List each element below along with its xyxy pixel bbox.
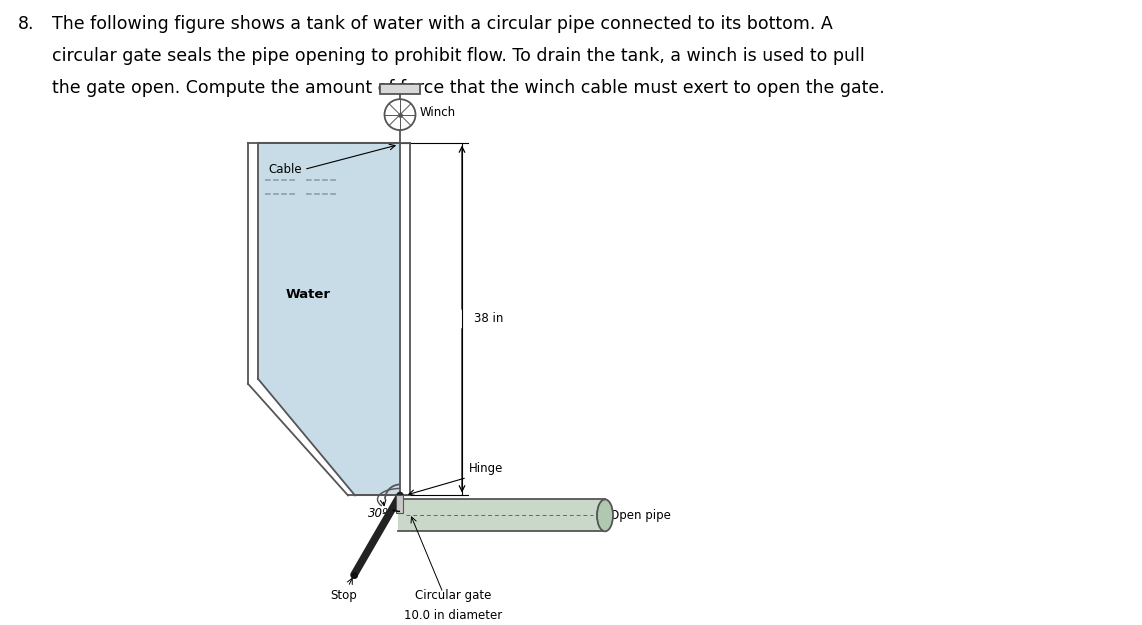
Ellipse shape	[597, 499, 613, 531]
Ellipse shape	[597, 501, 611, 530]
Bar	[399, 499, 605, 531]
Text: Stop: Stop	[331, 589, 357, 602]
Text: The following figure shows a tank of water with a circular pipe connected to its: The following figure shows a tank of wat…	[53, 15, 833, 33]
Bar	[380, 84, 420, 94]
Text: Cable: Cable	[268, 163, 301, 176]
Text: 38 in: 38 in	[474, 312, 504, 326]
Polygon shape	[258, 142, 400, 496]
Text: 10.0 in diameter: 10.0 in diameter	[404, 609, 502, 622]
Bar	[396, 496, 403, 513]
Text: Winch: Winch	[420, 106, 456, 119]
Text: Hinge: Hinge	[469, 462, 504, 476]
Text: 8.: 8.	[18, 15, 34, 33]
Text: the gate open. Compute the amount of force that the winch cable must exert to op: the gate open. Compute the amount of for…	[53, 79, 885, 97]
Text: Water: Water	[286, 288, 330, 301]
Text: 30º: 30º	[368, 507, 388, 520]
Text: Circular gate: Circular gate	[415, 589, 491, 602]
Text: circular gate seals the pipe opening to prohibit flow. To drain the tank, a winc: circular gate seals the pipe opening to …	[53, 47, 864, 65]
Text: Open pipe: Open pipe	[610, 509, 670, 522]
